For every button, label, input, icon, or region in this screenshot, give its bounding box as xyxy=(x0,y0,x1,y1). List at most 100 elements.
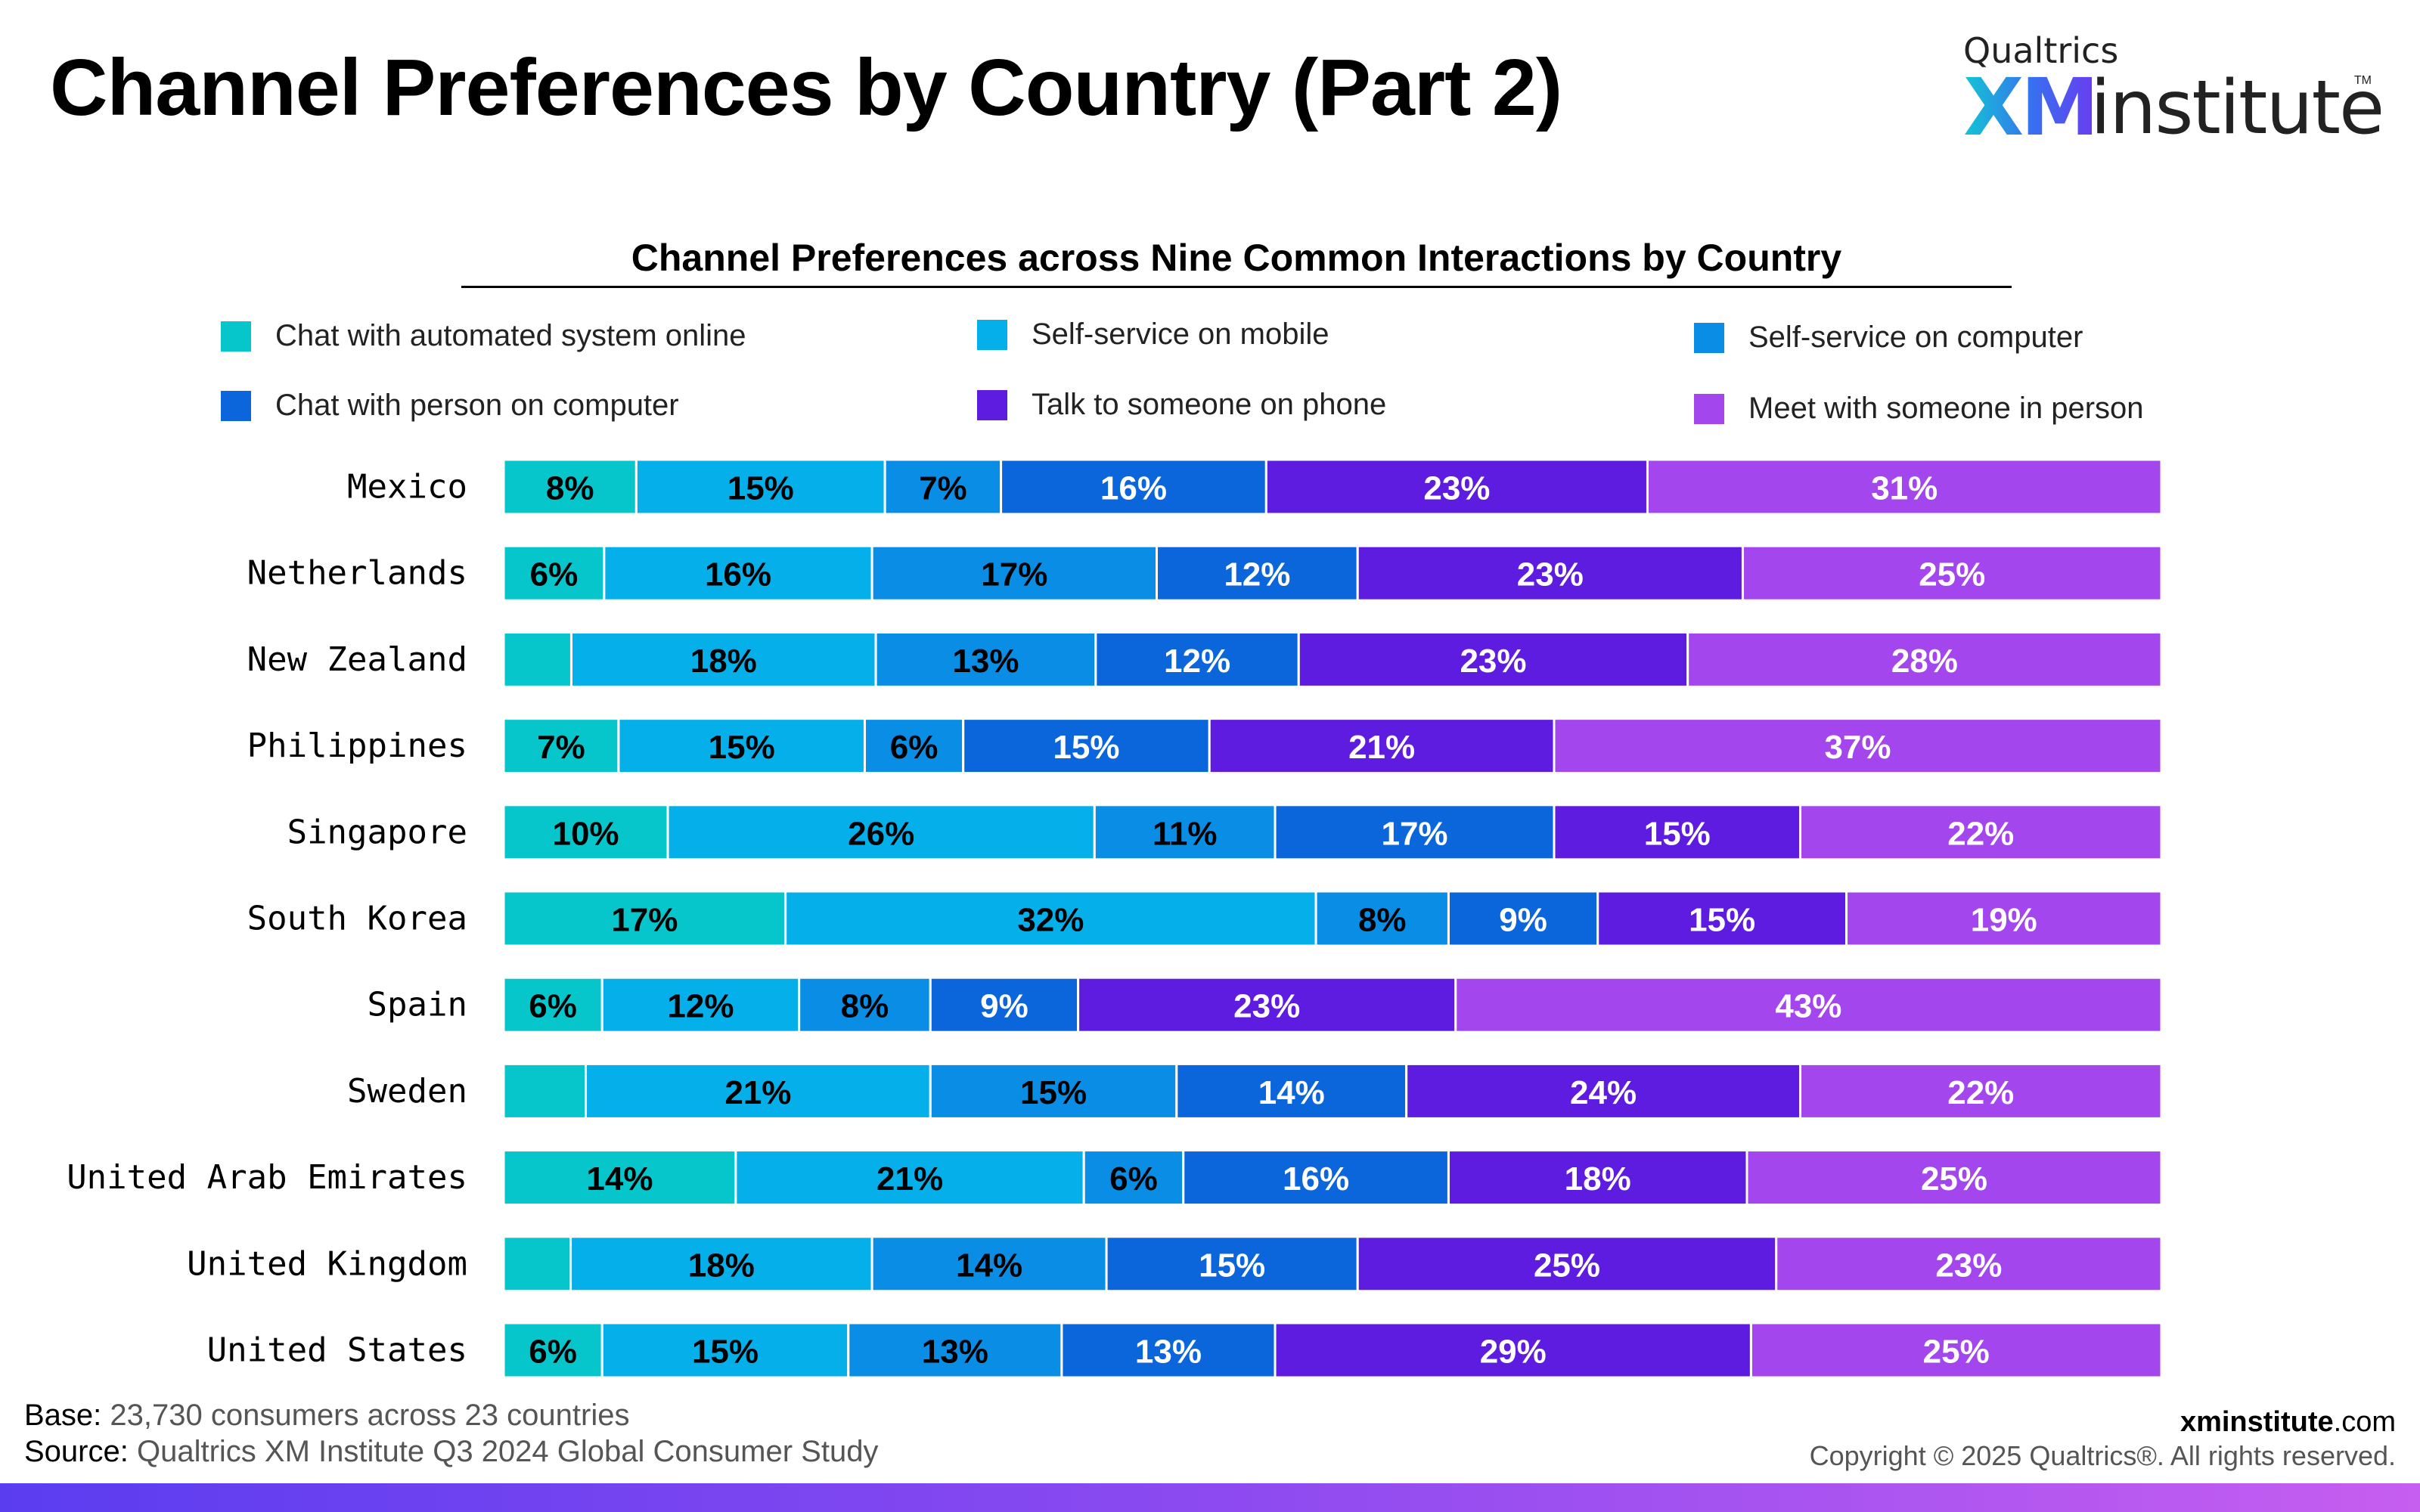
bar-value-label: 25% xyxy=(1919,556,1985,593)
legend-item-self-service-computer: Self-service on computer xyxy=(1694,321,2083,355)
bar-segment xyxy=(1182,1149,1450,1207)
bar-value-label: 8% xyxy=(546,470,594,507)
bar-value-label: 25% xyxy=(1921,1160,1987,1198)
bar-value-label: 18% xyxy=(1565,1160,1631,1198)
legend-item-chat-person: Chat with person on computer xyxy=(221,389,679,423)
bar-segment xyxy=(929,1062,1178,1120)
bar-segment xyxy=(502,804,669,861)
bar-segment xyxy=(870,544,1159,602)
bottom-gradient-bar xyxy=(0,1483,2420,1512)
bar-segment xyxy=(863,717,965,775)
bar-value-label: 13% xyxy=(922,1334,988,1371)
bar-segment xyxy=(1646,458,2163,516)
country-label: South Korea xyxy=(247,900,467,938)
bar-value-label: 6% xyxy=(530,556,579,593)
bar-segment xyxy=(1775,1235,2163,1293)
bar-segment xyxy=(962,717,1211,775)
bar-segment xyxy=(870,1235,1108,1293)
bar-value-label: 26% xyxy=(848,815,914,852)
bar-value-label: 17% xyxy=(1381,815,1447,852)
bar-segment xyxy=(1093,804,1277,861)
bar-segment xyxy=(502,631,572,688)
bar-segment xyxy=(1264,458,1649,516)
legend-item-meet-in-person: Meet with someone in person xyxy=(1694,392,2144,426)
bar-value-label: 25% xyxy=(1923,1334,1990,1371)
bar-segment xyxy=(569,1235,873,1293)
bar-value-label: 21% xyxy=(724,1074,791,1111)
bar-segment xyxy=(1553,717,2163,775)
bar-segment xyxy=(502,1062,588,1120)
bar-value-label: 7% xyxy=(919,470,967,507)
footer-source: Source: Qualtrics XM Institute Q3 2024 G… xyxy=(24,1435,878,1469)
bar-value-label: 11% xyxy=(1153,815,1218,852)
bar-value-label: 29% xyxy=(1480,1334,1547,1371)
bar-segment xyxy=(1686,631,2163,688)
bar-segment xyxy=(502,544,606,602)
bar-value-label: 14% xyxy=(1258,1074,1325,1111)
country-label: Spain xyxy=(368,986,467,1024)
bar-value-label: 17% xyxy=(981,556,1047,593)
legend-item-self-service-mobile: Self-service on mobile xyxy=(977,318,1329,352)
bar-value-label: 23% xyxy=(1460,643,1526,680)
legend-label: Talk to someone on phone xyxy=(1032,388,1387,421)
footer-site-bold: xminstitute xyxy=(2180,1406,2334,1438)
bar-value-label: 12% xyxy=(667,988,734,1025)
footer-base-key: Base: xyxy=(24,1399,102,1432)
bar-value-label: 23% xyxy=(1233,988,1300,1025)
bar-value-label: 15% xyxy=(1689,902,1755,939)
legend-label: Self-service on mobile xyxy=(1032,318,1329,351)
bar-value-label: 18% xyxy=(690,643,757,680)
bar-value-label: 15% xyxy=(1053,729,1119,766)
bar-value-label: 13% xyxy=(1135,1334,1202,1371)
bar-segment xyxy=(1447,1149,1748,1207)
footer-website[interactable]: xminstitute.com xyxy=(2180,1406,2396,1439)
bar-segment xyxy=(1799,804,2163,861)
logo-institute-text: institute xyxy=(2090,65,2384,151)
bar-segment xyxy=(502,717,620,775)
bar-segment xyxy=(1749,1321,2163,1379)
bar-segment xyxy=(1175,1062,1408,1120)
bar-value-label: 32% xyxy=(1017,902,1084,939)
bar-segment xyxy=(1297,631,1689,688)
bar-segment xyxy=(634,458,886,516)
footer-base-text: 23,730 consumers across 23 countries xyxy=(110,1399,630,1432)
bar-segment xyxy=(1274,1321,1752,1379)
bar-value-label: 6% xyxy=(1109,1160,1158,1198)
bar-segment xyxy=(666,804,1096,861)
bar-value-label: 8% xyxy=(841,988,889,1025)
bar-segment xyxy=(600,1321,850,1379)
legend-swatch xyxy=(1694,393,1724,424)
bar-value-label: 7% xyxy=(537,729,585,766)
legend-swatch xyxy=(221,321,251,352)
logo-trademark: TM xyxy=(2353,74,2372,87)
page-title: Channel Preferences by Country (Part 2) xyxy=(50,43,1562,132)
bar-value-label: 15% xyxy=(1644,815,1711,852)
logo-xm-text: XM xyxy=(1963,61,2099,153)
bar-value-label: 22% xyxy=(1947,815,2014,852)
logo-qualtrics-text: Qualtrics xyxy=(1963,30,2119,71)
bar-value-label: 24% xyxy=(1570,1074,1637,1111)
bar-value-label: 28% xyxy=(1891,643,1958,680)
bar-value-label: 9% xyxy=(980,988,1028,1025)
bar-value-label: 18% xyxy=(688,1247,755,1284)
bar-value-label: 19% xyxy=(1971,902,2037,939)
bar-segment xyxy=(1060,1321,1277,1379)
country-label: Mexico xyxy=(347,468,467,507)
footer-source-key: Source: xyxy=(24,1435,129,1468)
legend-swatch xyxy=(977,319,1007,350)
bar-value-label: 23% xyxy=(1423,470,1490,507)
bar-segment xyxy=(1356,1235,1778,1293)
legend-item-chat-automated: Chat with automated system online xyxy=(221,319,746,353)
bar-value-label: 43% xyxy=(1775,988,1841,1025)
bar-segment xyxy=(1105,1235,1359,1293)
bar-value-label: 17% xyxy=(611,902,678,939)
bar-value-label: 14% xyxy=(956,1247,1022,1284)
bar-value-label: 22% xyxy=(1947,1074,2014,1111)
bar-segment xyxy=(1845,890,2163,947)
bar-segment xyxy=(1077,976,1457,1033)
legend-swatch xyxy=(1694,322,1724,353)
legend-swatch xyxy=(977,389,1007,420)
xm-institute-logo: Qualtrics XM institute TM xyxy=(1963,30,2384,153)
bar-value-label: 16% xyxy=(705,556,771,593)
bar-segment xyxy=(929,976,1080,1033)
